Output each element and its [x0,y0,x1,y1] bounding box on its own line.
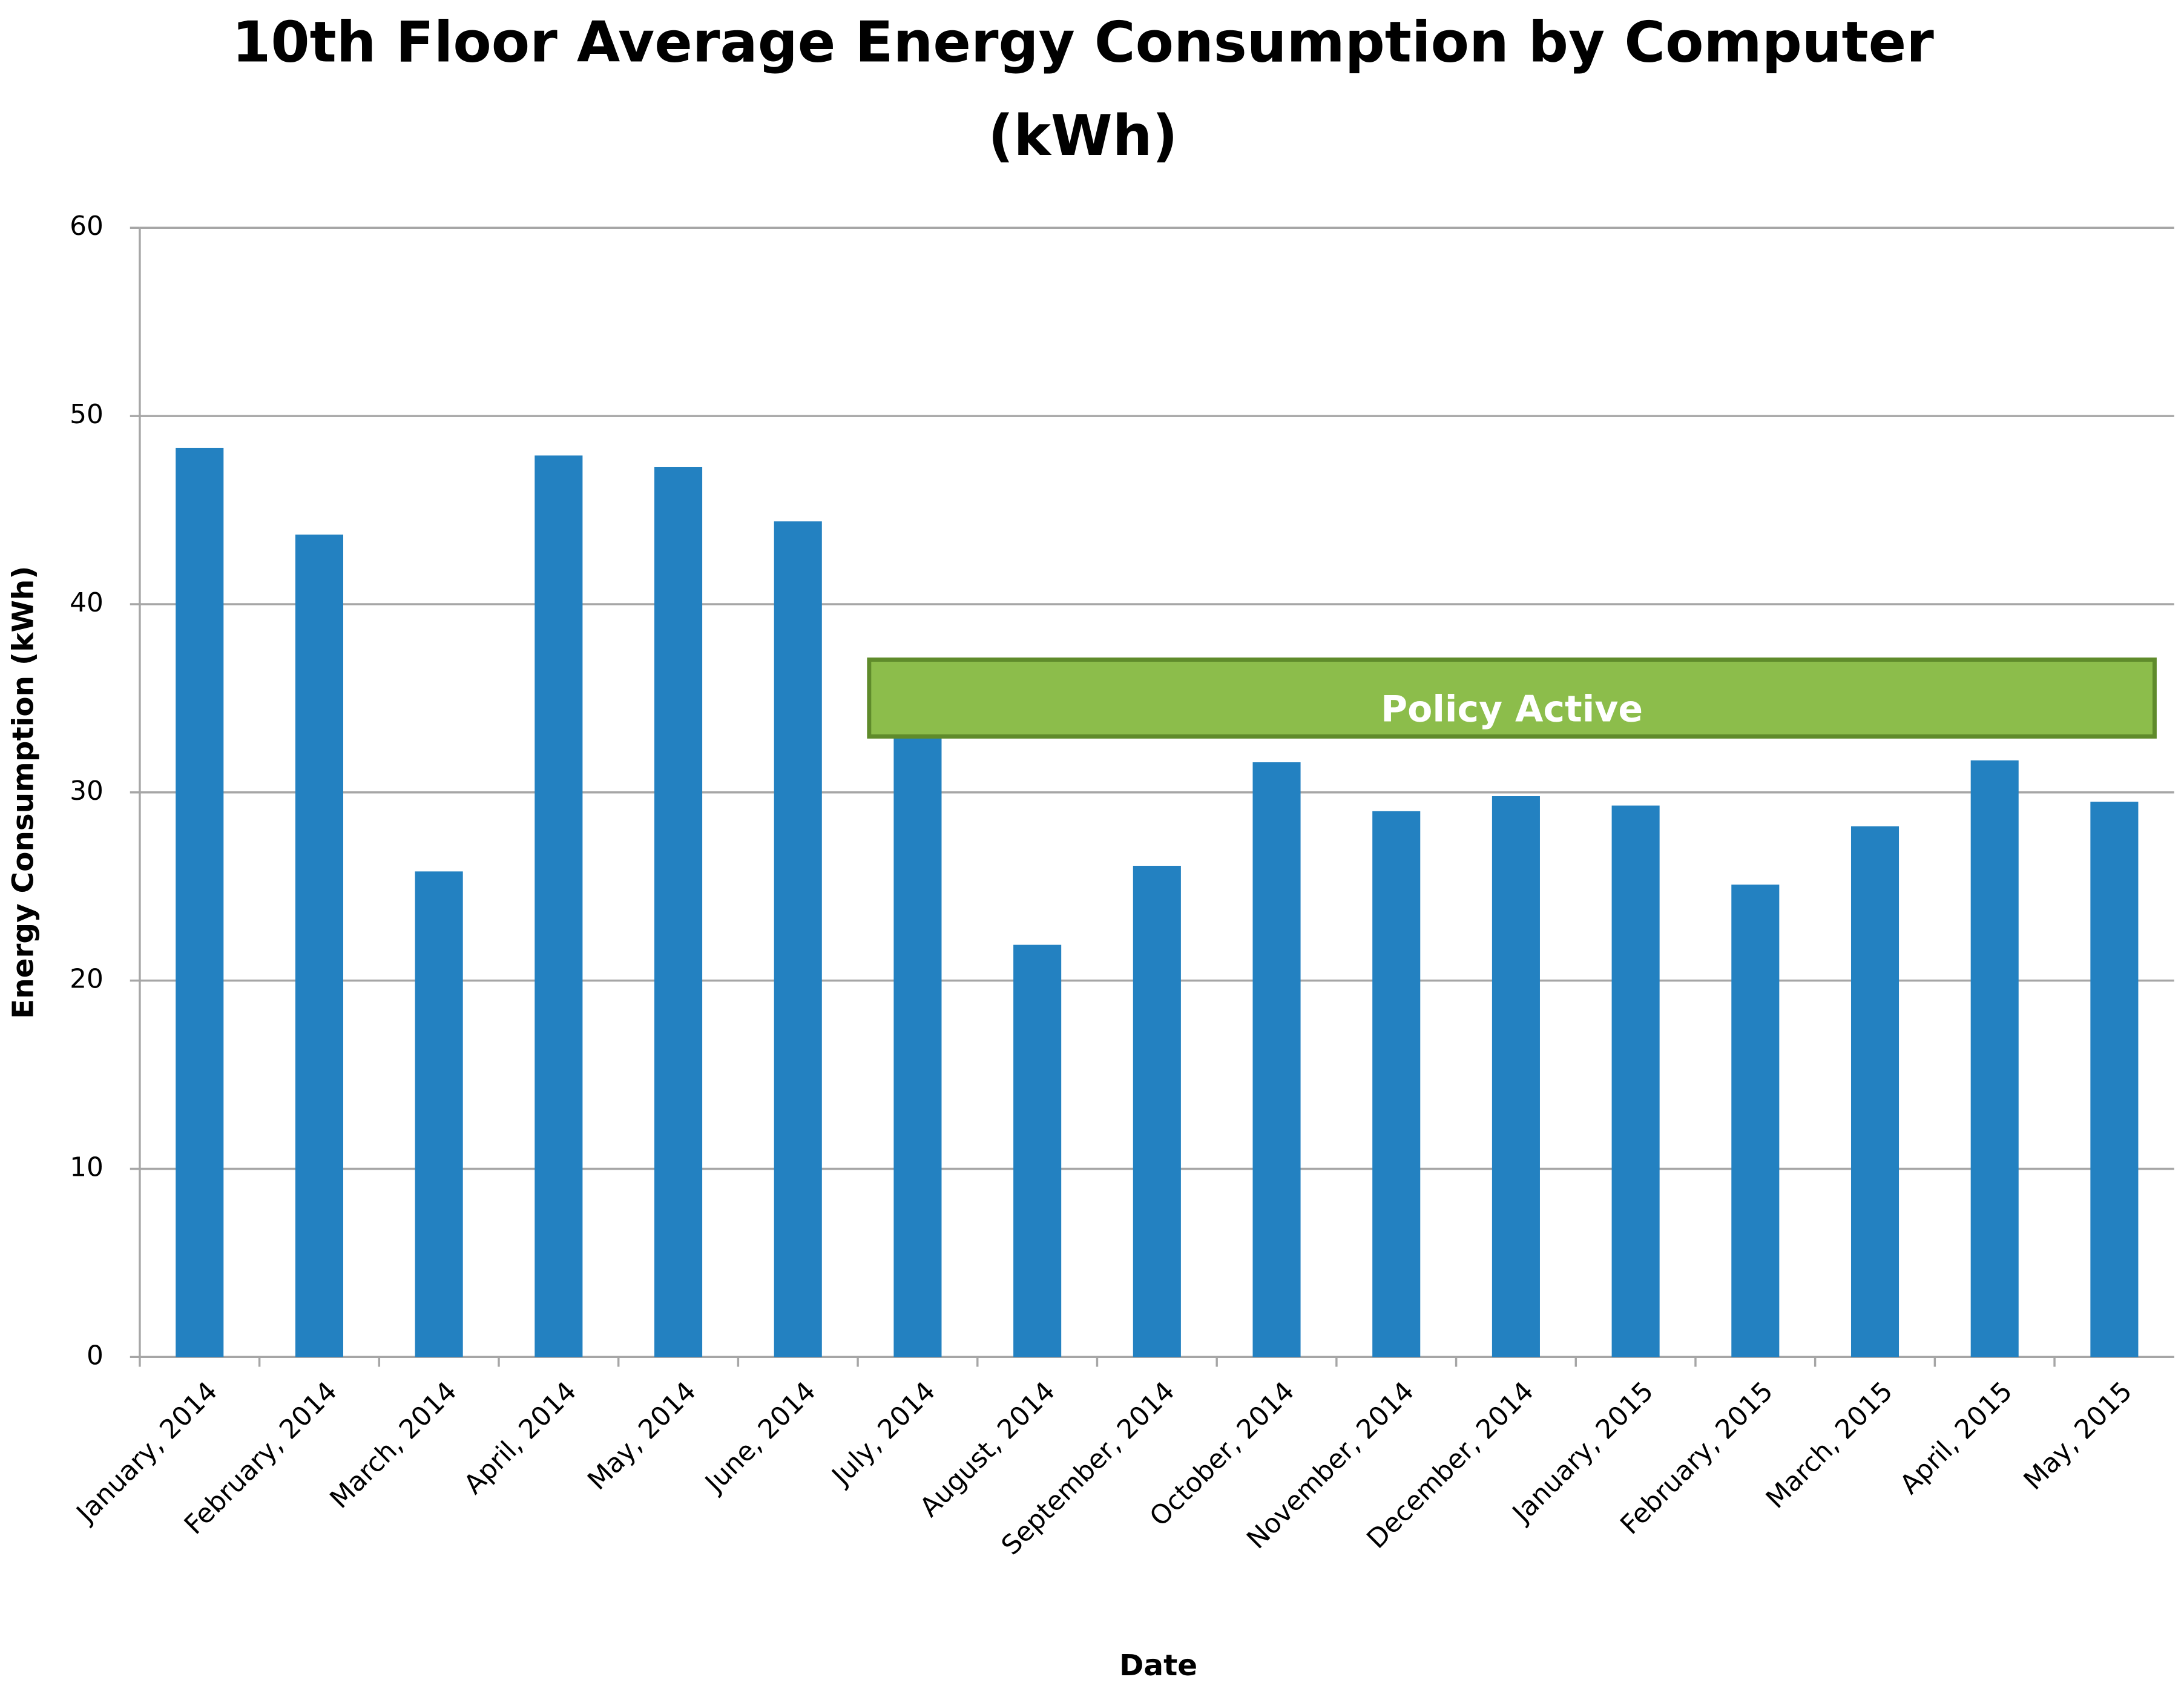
bar [654,467,703,1357]
bar [893,736,942,1357]
bar [774,521,822,1357]
annotation-text: Policy Active [1381,688,1643,731]
x-tick-label: April, 2014 [458,1376,583,1500]
y-tick-label: 40 [70,587,104,618]
x-axis-label: Date [1119,1649,1197,1683]
bar [415,871,463,1357]
x-tick-label: March, 2015 [1760,1376,1899,1514]
y-tick-label: 10 [70,1152,104,1182]
bar [534,455,583,1357]
chart-title: 10th Floor Average Energy Consumption by… [232,10,1934,75]
bar [1492,796,1540,1357]
y-tick-label: 0 [87,1340,104,1371]
bar [2090,802,2139,1357]
chart-subtitle: (kWh) [988,103,1177,168]
bar [1611,805,1660,1357]
bar [1731,885,1780,1357]
x-tick-label: April, 2015 [1894,1376,2019,1500]
bar [1252,762,1301,1357]
y-tick-label: 30 [70,776,104,806]
x-tick-label: March, 2014 [324,1376,462,1514]
bar [1850,826,1899,1357]
annotation-box [867,658,2157,739]
y-tick-label: 50 [70,399,104,430]
bar [1133,866,1181,1357]
bar [1013,944,1062,1357]
x-tick-label: June, 2014 [698,1376,821,1499]
x-tick-label: May, 2014 [582,1376,702,1496]
x-tick-label: May, 2015 [2018,1376,2138,1496]
bar [1970,760,2019,1357]
bar [176,447,224,1357]
y-tick-label: 60 [70,211,104,242]
y-tick-label: 20 [70,964,104,995]
bar [295,534,344,1357]
y-axis-label: Energy Consumption (kWh) [7,566,41,1019]
annotation-group: Policy Active [867,658,2157,739]
bar [1372,811,1421,1357]
x-tick-label: July, 2014 [825,1376,942,1492]
